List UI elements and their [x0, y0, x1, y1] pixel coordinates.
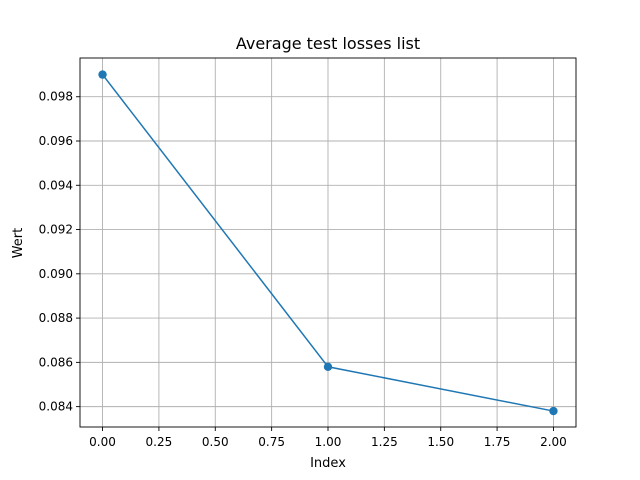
- y-tick-label: 0.090: [39, 267, 73, 281]
- y-tick-label: 0.096: [39, 134, 73, 148]
- data-point: [323, 362, 333, 371]
- axis-ticks: [76, 96, 554, 431]
- x-tick-label: 2.00: [540, 435, 567, 449]
- grid-lines: [80, 58, 576, 427]
- x-tick-label: 0.50: [202, 435, 229, 449]
- chart-title: Average test losses list: [236, 34, 420, 53]
- data-point: [549, 406, 558, 416]
- y-tick-label: 0.086: [39, 355, 73, 369]
- x-tick-label: 1.50: [427, 435, 454, 449]
- x-tick-label: 1.75: [484, 435, 511, 449]
- x-axis-label: Index: [310, 456, 346, 471]
- y-tick-label: 0.088: [39, 311, 73, 325]
- x-tick-label: 1.25: [371, 435, 398, 449]
- y-tick-label: 0.094: [39, 178, 73, 192]
- y-tick-label: 0.084: [39, 400, 73, 414]
- x-tick-label: 0.00: [89, 435, 116, 449]
- y-tick-label: 0.092: [39, 223, 73, 237]
- x-tick-label: 1.00: [315, 435, 342, 449]
- y-tick-label: 0.098: [39, 90, 73, 104]
- data-point: [98, 70, 107, 79]
- series-layer: [98, 70, 558, 416]
- y-axis-label: Wert: [11, 228, 26, 259]
- x-tick-label: 0.25: [146, 435, 173, 449]
- x-tick-label: 0.75: [258, 435, 285, 449]
